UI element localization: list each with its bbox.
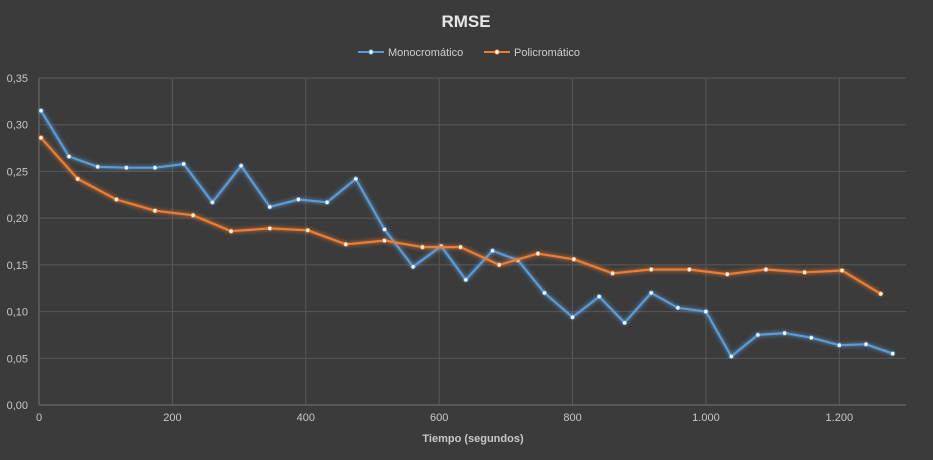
x-tick-label: 1.200 <box>826 412 854 424</box>
data-point-policromatico[interactable] <box>763 266 769 272</box>
series-layer <box>38 108 896 359</box>
legend-marker-monocromatico <box>368 49 374 55</box>
data-point-policromatico[interactable] <box>267 225 273 231</box>
x-tick-label: 0 <box>36 412 42 424</box>
legend-marker-policromatico <box>494 49 500 55</box>
data-point-policromatico[interactable] <box>419 244 425 250</box>
series-line-policromatico <box>39 136 882 295</box>
y-tick-label: 0,15 <box>7 260 28 272</box>
data-point-monocromatico[interactable] <box>267 204 273 210</box>
data-point-policromatico[interactable] <box>457 244 463 250</box>
data-point-monocromatico[interactable] <box>410 264 416 270</box>
y-tick-label: 0,20 <box>7 213 28 225</box>
data-point-policromatico[interactable] <box>535 251 541 257</box>
data-point-monocromatico[interactable] <box>542 290 548 296</box>
data-point-monocromatico[interactable] <box>123 165 129 171</box>
data-point-monocromatico[interactable] <box>648 290 654 296</box>
y-tick-label: 0,00 <box>7 400 28 412</box>
data-point-monocromatico[interactable] <box>238 163 244 169</box>
axes <box>38 78 906 406</box>
data-point-policromatico[interactable] <box>496 262 502 268</box>
data-point-monocromatico[interactable] <box>463 277 469 283</box>
x-tick-label: 1.000 <box>692 412 720 424</box>
y-tick-label: 0,05 <box>7 353 28 365</box>
data-point-monocromatico[interactable] <box>38 108 44 114</box>
data-point-monocromatico[interactable] <box>489 248 495 254</box>
data-point-monocromatico[interactable] <box>95 164 101 170</box>
data-point-policromatico[interactable] <box>38 135 44 141</box>
data-point-policromatico[interactable] <box>648 266 654 272</box>
data-point-monocromatico[interactable] <box>782 330 788 336</box>
data-point-monocromatico[interactable] <box>570 314 576 320</box>
x-tick-label: 200 <box>163 412 181 424</box>
data-point-monocromatico[interactable] <box>324 199 330 205</box>
data-point-policromatico[interactable] <box>571 256 577 262</box>
chart-legend: Monocromático Policromático <box>358 47 580 59</box>
data-point-monocromatico[interactable] <box>381 226 387 232</box>
data-point-monocromatico[interactable] <box>863 341 869 347</box>
y-tick-label: 0,35 <box>7 73 28 85</box>
data-point-monocromatico[interactable] <box>703 309 709 315</box>
legend-label-policromatico: Policromático <box>514 47 580 59</box>
data-point-monocromatico[interactable] <box>66 153 72 159</box>
data-point-policromatico[interactable] <box>878 291 884 297</box>
y-tick-label: 0,25 <box>7 166 28 178</box>
data-point-policromatico[interactable] <box>610 270 616 276</box>
data-point-monocromatico[interactable] <box>622 320 628 326</box>
y-tick-label: 0,30 <box>7 120 28 132</box>
data-point-monocromatico[interactable] <box>675 305 681 311</box>
data-point-policromatico[interactable] <box>228 228 234 234</box>
data-point-policromatico[interactable] <box>802 269 808 275</box>
y-axis-ticks: 0,00 0,05 0,10 0,15 0,20 0,25 0,30 0,35 <box>7 73 28 412</box>
data-point-policromatico[interactable] <box>724 271 730 277</box>
data-point-monocromatico[interactable] <box>596 294 602 300</box>
data-point-policromatico[interactable] <box>113 196 119 202</box>
series-monocromatico <box>38 108 896 359</box>
data-point-policromatico[interactable] <box>343 241 349 247</box>
data-point-policromatico[interactable] <box>305 227 311 233</box>
data-point-policromatico[interactable] <box>381 238 387 244</box>
y-tick-label: 0,10 <box>7 307 28 319</box>
data-point-monocromatico[interactable] <box>152 165 158 171</box>
data-point-monocromatico[interactable] <box>890 351 896 357</box>
data-point-monocromatico[interactable] <box>836 342 842 348</box>
x-tick-label: 800 <box>563 412 581 424</box>
data-point-monocromatico[interactable] <box>295 196 301 202</box>
data-point-monocromatico[interactable] <box>209 199 215 205</box>
data-point-monocromatico[interactable] <box>181 161 187 167</box>
data-point-policromatico[interactable] <box>190 212 196 218</box>
data-point-monocromatico[interactable] <box>755 332 761 338</box>
data-point-policromatico[interactable] <box>839 267 845 273</box>
data-point-policromatico[interactable] <box>75 176 81 182</box>
data-point-policromatico[interactable] <box>152 208 158 214</box>
chart-title: RMSE <box>441 12 490 31</box>
data-point-monocromatico[interactable] <box>728 353 734 359</box>
data-point-monocromatico[interactable] <box>353 176 359 182</box>
series-line-monocromatico <box>39 109 894 358</box>
x-tick-label: 600 <box>430 412 448 424</box>
series-policromatico <box>38 135 884 297</box>
legend-label-monocromatico: Monocromático <box>388 47 463 59</box>
data-point-monocromatico[interactable] <box>808 335 814 341</box>
x-axis-title: Tiempo (segundos) <box>422 433 524 445</box>
data-point-policromatico[interactable] <box>686 266 692 272</box>
x-axis-ticks: 0 200 400 600 800 1.000 1.200 <box>36 412 853 424</box>
x-tick-label: 400 <box>297 412 315 424</box>
gridlines <box>39 77 906 405</box>
